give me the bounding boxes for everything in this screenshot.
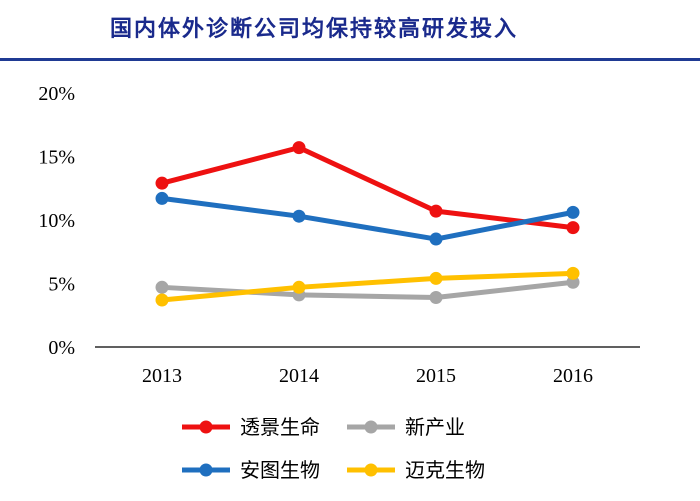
legend-label: 透景生命 xyxy=(240,415,320,439)
legend-label: 迈克生物 xyxy=(405,458,485,482)
data-point xyxy=(429,232,443,246)
x-tick-label: 2013 xyxy=(142,365,182,387)
data-point xyxy=(566,266,580,280)
data-point xyxy=(429,271,443,285)
data-point xyxy=(155,280,169,294)
legend-item: 安图生物 xyxy=(182,458,320,482)
data-point xyxy=(566,205,580,219)
x-tick-label: 2014 xyxy=(279,365,319,387)
data-point xyxy=(429,290,443,304)
data-point xyxy=(155,176,169,190)
x-tick-label: 2016 xyxy=(553,365,593,387)
data-point xyxy=(155,191,169,205)
y-tick-label: 0% xyxy=(48,337,75,359)
x-tick-label: 2015 xyxy=(416,365,456,387)
series-3 xyxy=(155,191,580,246)
chart-title: 国内体外诊断公司均保持较高研发投入 xyxy=(110,17,519,42)
series-line xyxy=(159,195,576,242)
data-point xyxy=(566,275,580,289)
legend-item: 透景生命 xyxy=(182,415,320,439)
y-tick-label: 20% xyxy=(38,83,75,105)
series-line xyxy=(159,270,576,303)
legend-swatch-marker xyxy=(199,463,213,477)
data-point xyxy=(292,209,306,223)
series-2 xyxy=(155,275,580,304)
legend-swatch-marker xyxy=(199,420,213,434)
series-1 xyxy=(155,141,580,235)
legend-swatch-marker xyxy=(364,463,378,477)
data-point xyxy=(429,204,443,218)
series-line xyxy=(159,279,576,300)
data-point xyxy=(155,293,169,307)
series-line xyxy=(159,145,576,231)
title-underline xyxy=(0,58,700,61)
series-4 xyxy=(155,266,580,307)
axes: 0% 5% 10% 15% 20% 2013 2014 2015 2016 xyxy=(38,83,640,387)
data-point xyxy=(292,141,306,155)
legend-swatch-marker xyxy=(364,420,378,434)
data-point xyxy=(292,280,306,294)
y-tick-label: 15% xyxy=(38,147,75,169)
data-point xyxy=(566,221,580,235)
y-tick-label: 5% xyxy=(48,274,75,296)
y-tick-label: 10% xyxy=(38,210,75,232)
legend-item: 新产业 xyxy=(347,415,465,439)
legend-label: 新产业 xyxy=(405,415,465,439)
legend-label: 安图生物 xyxy=(240,458,320,482)
legend-item: 迈克生物 xyxy=(347,458,485,482)
series-layer xyxy=(155,141,580,307)
